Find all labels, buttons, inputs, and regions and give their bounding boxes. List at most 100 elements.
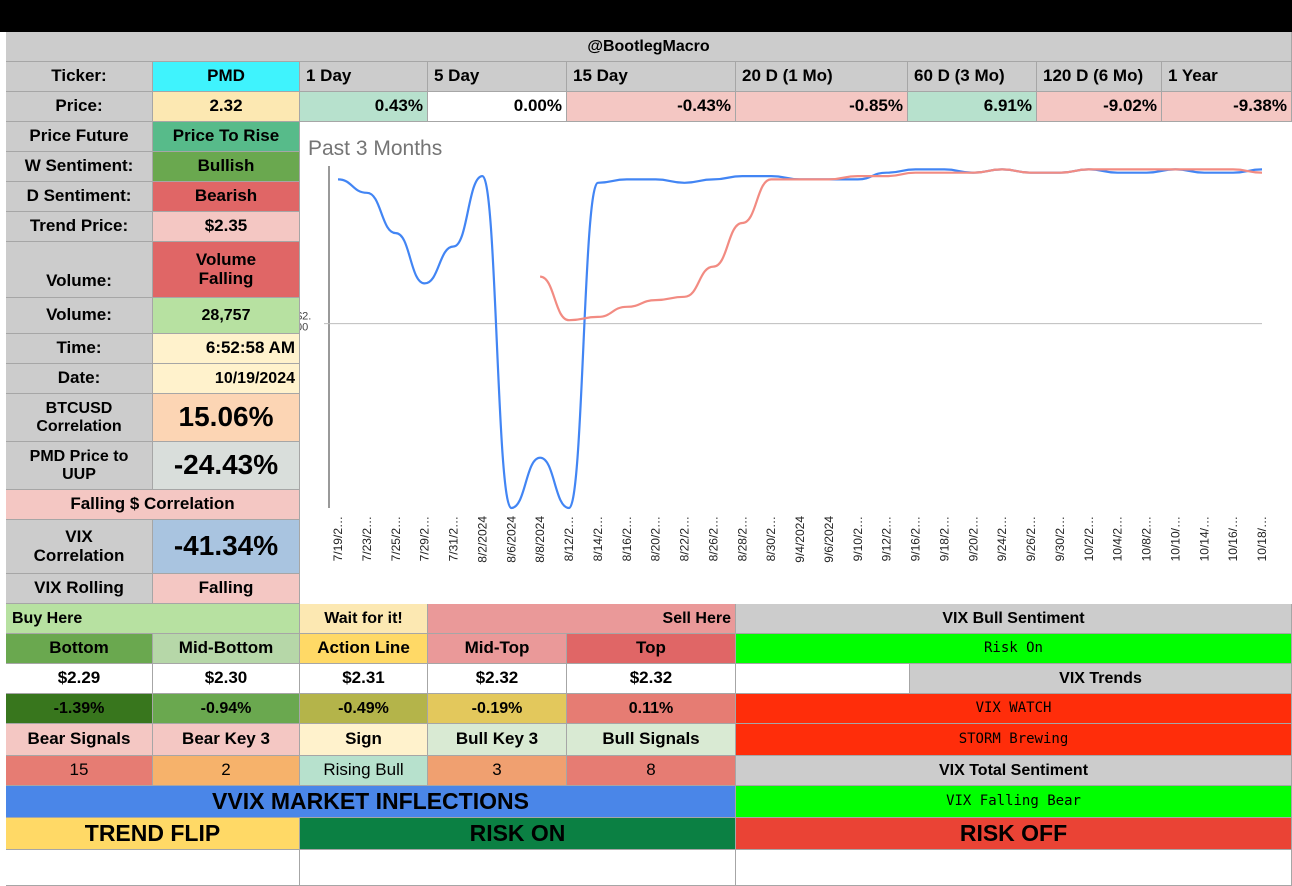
vix-rolling-label: VIX Rolling xyxy=(6,574,153,604)
x-tick-label: 8/30/2… xyxy=(764,516,778,561)
moving-average-line xyxy=(539,168,1263,322)
trend-price-label: Trend Price: xyxy=(6,212,153,242)
level-top-pct: 0.11% xyxy=(567,694,736,724)
vix-bull-sentiment-label: VIX Bull Sentiment xyxy=(736,604,1292,634)
x-tick-label: 8/28/2… xyxy=(735,516,749,561)
x-tick-label: 8/8/2024 xyxy=(533,516,547,563)
risk-on-empty xyxy=(300,850,736,886)
signal-bull-signals-value: 8 xyxy=(567,756,736,786)
wait-label: Wait for it! xyxy=(300,604,428,634)
x-tick-label: 8/22/2… xyxy=(678,516,692,561)
btc-label-line1: BTCUSD xyxy=(45,399,113,417)
w-sentiment-label: W Sentiment: xyxy=(6,152,153,182)
signal-bull-signals-header: Bull Signals xyxy=(567,724,736,756)
period-15day: 15 Day xyxy=(567,62,736,92)
signal-bull-key-value: 3 xyxy=(428,756,567,786)
x-tick-label: 10/10/… xyxy=(1168,516,1182,561)
level-mid-bottom-pct: -0.94% xyxy=(153,694,300,724)
time-label: Time: xyxy=(6,334,153,364)
x-tick-label: 9/30/2… xyxy=(1053,516,1067,561)
d-sentiment-value: Bearish xyxy=(153,182,300,212)
x-tick-label: 10/14/… xyxy=(1197,516,1211,561)
vix-corr-label-line1: VIX xyxy=(65,526,93,546)
w-sentiment-value: Bullish xyxy=(153,152,300,182)
vix-correlation-label: VIX Correlation xyxy=(6,520,153,574)
level-mid-top-header: Mid-Top xyxy=(428,634,567,664)
change-5day: 0.00% xyxy=(428,92,567,122)
x-tick-label: 9/6/2024 xyxy=(822,516,836,563)
level-mid-bottom-header: Mid-Bottom xyxy=(153,634,300,664)
d-sentiment-label: D Sentiment: xyxy=(6,182,153,212)
signal-sign-value: Rising Bull xyxy=(300,756,428,786)
x-tick-label: 10/18/… xyxy=(1255,516,1269,561)
period-1day: 1 Day xyxy=(300,62,428,92)
period-20day: 20 D (1 Mo) xyxy=(736,62,908,92)
signal-bear-signals-value: 15 xyxy=(6,756,153,786)
falling-dollar-correlation: Falling $ Correlation xyxy=(6,490,300,520)
btc-correlation-label: BTCUSD Correlation xyxy=(6,394,153,442)
level-mid-top-pct: -0.19% xyxy=(428,694,567,724)
signal-bear-key-header: Bear Key 3 xyxy=(153,724,300,756)
period-5day: 5 Day xyxy=(428,62,567,92)
y-tick-label: 00 xyxy=(300,322,308,334)
x-tick-label: 8/6/2024 xyxy=(504,516,518,563)
x-tick-label: 9/12/2… xyxy=(880,516,894,561)
vix-watch: VIX WATCH xyxy=(736,694,1292,724)
signal-sign-header: Sign xyxy=(300,724,428,756)
volume-value: 28,757 xyxy=(153,298,300,334)
x-tick-label: 9/16/2… xyxy=(909,516,923,561)
uup-label-line2: UUP xyxy=(62,465,96,483)
period-1year: 1 Year xyxy=(1162,62,1292,92)
volume-trend-value-line2: Falling xyxy=(198,268,254,288)
uup-label-line1: PMD Price to xyxy=(29,447,129,465)
ticker-value[interactable]: PMD xyxy=(153,62,300,92)
period-120day: 120 D (6 Mo) xyxy=(1037,62,1162,92)
level-action-line-header: Action Line xyxy=(300,634,428,664)
vix-rolling-value: Falling xyxy=(153,574,300,604)
x-tick-label: 7/25/2… xyxy=(389,516,403,561)
change-20day: -0.85% xyxy=(736,92,908,122)
vix-storm-brewing: STORM Brewing xyxy=(736,724,1292,756)
change-1day: 0.43% xyxy=(300,92,428,122)
buy-here-label: Buy Here xyxy=(6,604,300,634)
volume-trend-value: Volume Falling xyxy=(153,242,300,298)
ticker-label: Ticker: xyxy=(6,62,153,92)
vix-bull-sentiment-value: Risk On xyxy=(736,634,1292,664)
level-action-line-price: $2.31 xyxy=(300,664,428,694)
x-tick-label: 9/26/2… xyxy=(1024,516,1038,561)
risk-off-empty xyxy=(736,850,1292,886)
period-60day: 60 D (3 Mo) xyxy=(908,62,1037,92)
trend-flip-empty xyxy=(6,850,300,886)
level-action-line-pct: -0.49% xyxy=(300,694,428,724)
level-bottom-price: $2.29 xyxy=(6,664,153,694)
sell-here-label: Sell Here xyxy=(428,604,736,634)
x-tick-label: 9/24/2… xyxy=(995,516,1009,561)
x-tick-label: 8/14/2… xyxy=(591,516,605,561)
x-tick-label: 8/26/2… xyxy=(706,516,720,561)
risk-on: RISK ON xyxy=(300,818,736,850)
uup-correlation-value: -24.43% xyxy=(153,442,300,490)
x-tick-label: 8/20/2… xyxy=(649,516,663,561)
level-mid-bottom-price: $2.30 xyxy=(153,664,300,694)
price-series-line xyxy=(337,168,1263,510)
level-top-price: $2.32 xyxy=(567,664,736,694)
x-tick-label: 7/19/2… xyxy=(331,516,345,561)
btc-label-line2: Correlation xyxy=(36,417,122,435)
vix-total-sentiment-label: VIX Total Sentiment xyxy=(736,756,1292,786)
btc-correlation-value: 15.06% xyxy=(153,394,300,442)
vix-correlation-value: -41.34% xyxy=(153,520,300,574)
time-value: 6:52:58 AM xyxy=(153,334,300,364)
change-120day: -9.02% xyxy=(1037,92,1162,122)
top-black-bar xyxy=(0,0,1292,32)
volume-label: Volume: xyxy=(6,298,153,334)
x-tick-label: 8/16/2… xyxy=(620,516,634,561)
y-tick-label: $2. xyxy=(300,311,311,323)
volume-trend-value-line1: Volume xyxy=(195,249,257,269)
vix-corr-label-line2: Correlation xyxy=(33,545,125,565)
uup-correlation-label: PMD Price to UUP xyxy=(6,442,153,490)
level-bottom-header: Bottom xyxy=(6,634,153,664)
x-tick-label: 7/29/2… xyxy=(418,516,432,561)
x-tick-label: 10/16/… xyxy=(1226,516,1240,561)
vvix-inflections-title: VVIX MARKET INFLECTIONS xyxy=(6,786,736,818)
vix-trends-label: VIX Trends xyxy=(910,664,1292,694)
